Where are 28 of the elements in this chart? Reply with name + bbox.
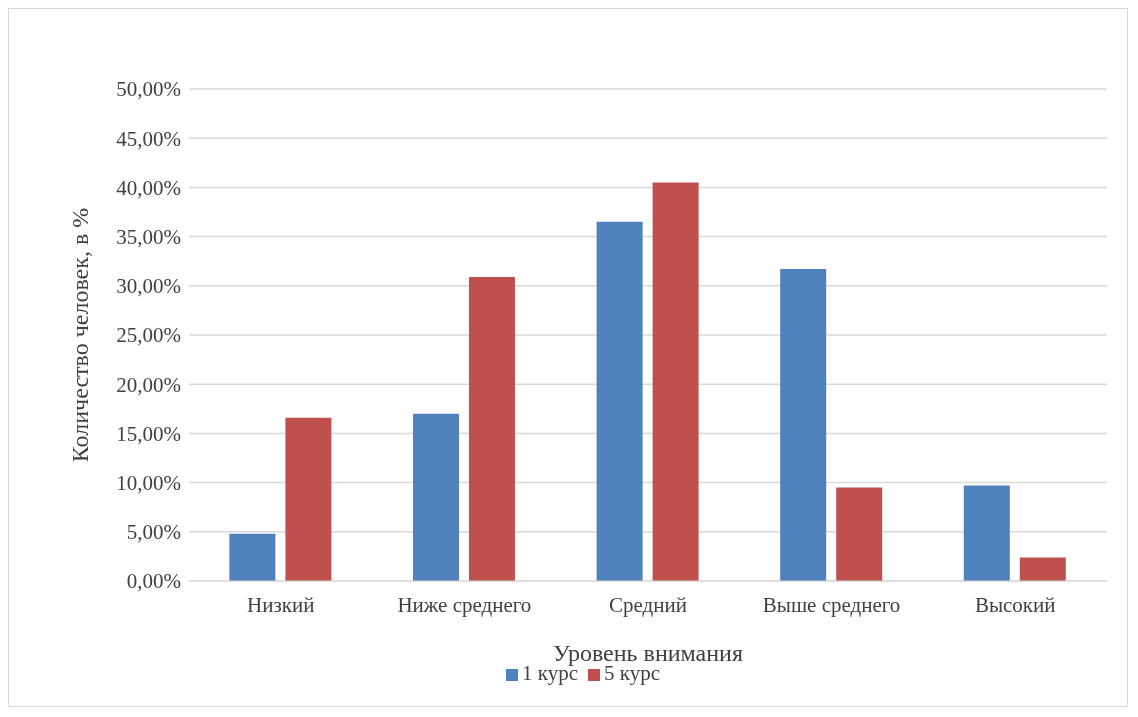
bar [596, 221, 643, 581]
y-tick-label: 5,00% [126, 520, 181, 545]
bar [229, 533, 276, 581]
bar [285, 417, 332, 581]
bar [652, 182, 699, 581]
y-tick-label: 10,00% [116, 471, 181, 496]
x-tick-label: Средний [609, 592, 687, 617]
x-tick-label: Высокий [974, 592, 1056, 617]
bar [1019, 557, 1066, 581]
y-tick-label: 30,00% [116, 274, 181, 299]
bar [963, 485, 1010, 581]
y-tick-label: 40,00% [116, 175, 181, 200]
bar [412, 413, 459, 581]
y-tick-label: 15,00% [116, 421, 181, 446]
x-tick-label: Низкий [247, 592, 315, 617]
y-axis-title: Количество человек, в % [66, 207, 93, 463]
bar [468, 276, 515, 581]
bar [780, 269, 827, 581]
x-tick-label: Ниже среднего [397, 592, 532, 617]
y-tick-label: 25,00% [116, 323, 181, 348]
y-tick-label: 35,00% [116, 225, 181, 250]
y-tick-label: 20,00% [116, 372, 181, 397]
x-tick-label: Выше среднего [762, 592, 901, 617]
y-tick-label: 45,00% [116, 126, 181, 151]
legend-label: 5 курс [604, 661, 660, 685]
y-tick-label: 50,00% [116, 77, 181, 102]
y-tick-label: 0,00% [126, 569, 181, 594]
bar [836, 487, 883, 581]
